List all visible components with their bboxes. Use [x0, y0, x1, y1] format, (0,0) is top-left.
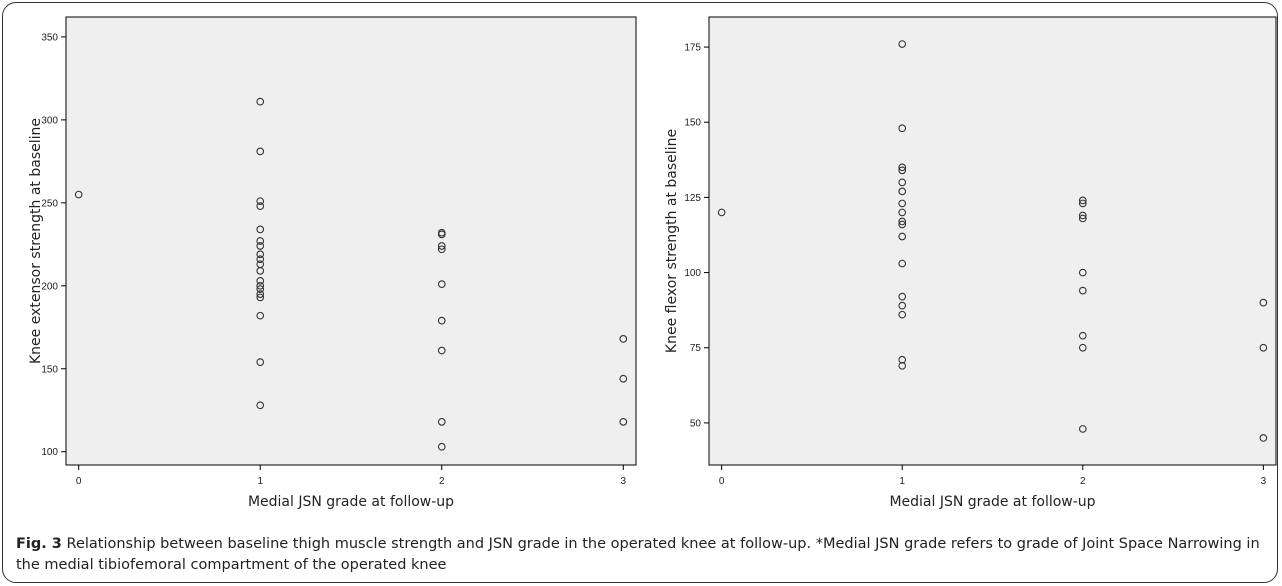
data-point — [898, 40, 907, 48]
data-point — [1078, 286, 1087, 295]
data-point — [256, 276, 265, 285]
data-point — [256, 285, 265, 293]
plot-area — [65, 16, 637, 466]
x-axis-label: Medial JSN grade at follow-up — [248, 494, 454, 510]
x-tick-label: 0 — [719, 476, 725, 487]
data-point — [256, 225, 265, 234]
data-point — [619, 335, 628, 343]
y-tick-label: 150 — [41, 364, 58, 375]
data-point — [437, 230, 446, 239]
data-point — [1078, 196, 1087, 205]
data-point — [256, 293, 265, 302]
data-point — [898, 232, 907, 241]
data-point — [74, 190, 83, 199]
data-point — [1078, 214, 1087, 223]
y-tick-label: 175 — [684, 43, 701, 54]
data-point — [437, 346, 446, 355]
data-point — [256, 202, 265, 211]
data-point — [1078, 343, 1087, 352]
data-point — [1078, 211, 1087, 220]
data-point — [1078, 268, 1087, 277]
data-point — [256, 250, 265, 259]
y-tick-label: 50 — [690, 418, 702, 429]
data-point — [437, 442, 446, 451]
data-point — [256, 147, 265, 156]
plot-area — [708, 16, 1277, 466]
data-point — [898, 217, 907, 226]
data-point — [898, 220, 907, 229]
x-tick-label: 1 — [899, 476, 905, 487]
data-point — [256, 281, 265, 290]
caption-text: Relationship between baseline thigh musc… — [16, 536, 1260, 573]
data-point — [256, 97, 265, 106]
data-point — [1078, 425, 1087, 433]
data-point — [256, 237, 265, 245]
data-point — [898, 166, 907, 175]
data-point — [619, 418, 628, 426]
data-point — [256, 255, 265, 264]
x-tick-label: 2 — [439, 476, 445, 487]
data-point — [898, 292, 907, 301]
data-point — [1078, 199, 1087, 208]
data-point — [898, 187, 907, 196]
y-tick-label: 100 — [41, 447, 58, 458]
y-axis-label: Knee flexor strength at baseline — [664, 129, 680, 353]
data-point — [898, 310, 907, 319]
caption-label: Fig. 3 — [16, 536, 62, 552]
x-tick-label: 0 — [76, 476, 82, 487]
data-point — [1259, 343, 1268, 352]
data-point — [1078, 331, 1087, 340]
data-point — [898, 208, 907, 217]
data-point — [437, 316, 446, 325]
data-point — [256, 242, 265, 250]
y-tick-label: 150 — [684, 118, 701, 129]
data-point — [898, 178, 907, 187]
data-point — [437, 245, 446, 254]
data-point — [898, 124, 907, 133]
x-tick-label: 3 — [1261, 476, 1267, 487]
data-point — [256, 197, 265, 206]
flexor-chart: 50 75 100 125 150 175 0 1 2 3 Medial JSN grade at … — [664, 16, 1277, 510]
data-point — [898, 301, 907, 310]
y-tick-label: 100 — [684, 268, 701, 279]
data-point — [256, 311, 265, 320]
y-tick-label: 75 — [690, 343, 702, 354]
y-tick-label: 300 — [41, 115, 58, 126]
x-axis-label: Medial JSN grade at follow-up — [889, 494, 1095, 510]
data-point — [437, 280, 446, 288]
data-point — [256, 290, 265, 298]
data-point — [1259, 298, 1268, 307]
extensor-chart: 100 150 200 250 300 350 0 1 2 3 Medial JSN grade a… — [28, 16, 637, 510]
data-point — [898, 259, 907, 268]
data-point — [437, 242, 446, 250]
y-tick-label: 250 — [41, 198, 58, 209]
data-point — [898, 163, 907, 172]
data-point — [898, 361, 907, 370]
data-point — [619, 374, 628, 383]
data-point — [437, 418, 446, 426]
data-point — [256, 401, 265, 410]
y-tick-label: 200 — [41, 281, 58, 292]
x-tick-label: 3 — [621, 476, 627, 487]
y-tick-label: 125 — [684, 193, 701, 204]
figure-caption: Fig. 3 Relationship between baseline thi… — [16, 534, 1266, 576]
data-point — [898, 199, 907, 208]
data-point — [1259, 434, 1268, 442]
x-tick-label: 2 — [1080, 476, 1086, 487]
x-tick-label: 1 — [257, 476, 263, 487]
data-point — [256, 358, 265, 366]
data-point — [256, 267, 265, 275]
data-point — [898, 355, 907, 364]
y-tick-label: 350 — [41, 32, 58, 43]
y-axis-label: Knee extensor strength at baseline — [28, 118, 44, 364]
data-point — [717, 208, 726, 217]
